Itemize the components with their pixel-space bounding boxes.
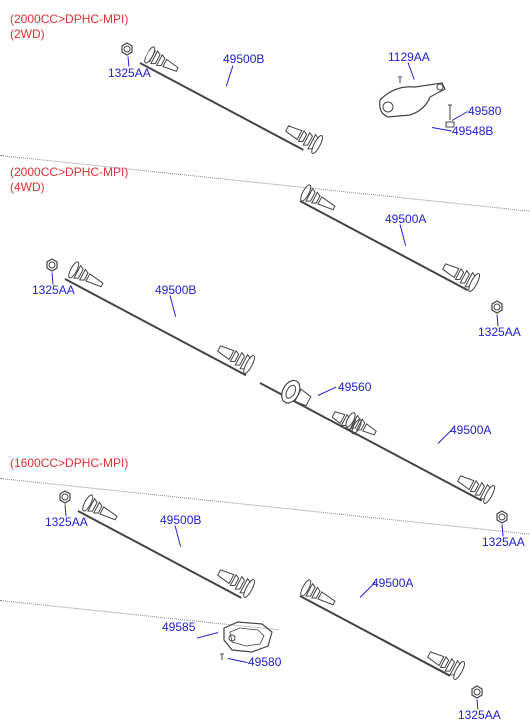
- heat-shield-icon: [218, 618, 278, 660]
- nut-icon: [495, 510, 509, 524]
- part-label[interactable]: 49585: [162, 620, 195, 634]
- part-label[interactable]: 1325AA: [482, 535, 525, 549]
- part-label[interactable]: 1325AA: [458, 708, 501, 722]
- cv-boot-icon: [297, 180, 342, 219]
- nut-icon: [490, 300, 504, 314]
- leader-line: [170, 295, 177, 317]
- part-label[interactable]: 49548B: [452, 124, 493, 138]
- cv-boot-icon: [436, 254, 484, 296]
- leader-line: [400, 224, 407, 246]
- part-label[interactable]: 49500B: [160, 513, 201, 527]
- bracket-icon: [370, 75, 460, 130]
- part-label[interactable]: 49500A: [385, 212, 426, 226]
- nut-icon: [45, 258, 59, 272]
- variant-label: (2WD): [10, 27, 45, 41]
- leader-line: [318, 387, 337, 396]
- part-label[interactable]: 1325AA: [108, 66, 151, 80]
- part-label[interactable]: 1325AA: [478, 325, 521, 339]
- section-divider: [0, 155, 529, 212]
- part-label[interactable]: 1129AA: [388, 50, 430, 64]
- cv-boot-icon: [211, 560, 259, 602]
- leader-line: [226, 65, 234, 86]
- cv-boot-icon: [342, 408, 382, 443]
- leader-line: [175, 525, 182, 547]
- variant-label: (2000CC>DPHC-MPI): [10, 12, 128, 26]
- cv-boot-icon: [279, 116, 327, 158]
- leader-line: [197, 632, 219, 639]
- part-label[interactable]: 49500B: [223, 52, 264, 66]
- part-label[interactable]: 49500B: [155, 283, 196, 297]
- part-label[interactable]: 1325AA: [32, 283, 75, 297]
- part-label[interactable]: 49500A: [450, 423, 491, 437]
- leader-line: [128, 56, 130, 66]
- part-label[interactable]: 1325AA: [45, 515, 88, 529]
- part-label[interactable]: 49500A: [372, 576, 413, 590]
- nut-icon: [120, 42, 134, 56]
- nut-icon: [58, 490, 72, 504]
- cv-boot-icon: [451, 466, 499, 508]
- nut-icon: [470, 685, 484, 699]
- cv-boot-icon: [297, 575, 342, 614]
- variant-label: (2000CC>DPHC-MPI): [10, 165, 128, 179]
- part-label[interactable]: 49580: [468, 104, 501, 118]
- cv-boot-icon: [421, 642, 469, 684]
- variant-label: (1600CC>DPHC-MPI): [10, 456, 128, 470]
- cv-boot-icon: [211, 336, 259, 378]
- part-label[interactable]: 49560: [338, 380, 371, 394]
- variant-label: (4WD): [10, 180, 45, 194]
- part-label[interactable]: 49580: [248, 655, 281, 669]
